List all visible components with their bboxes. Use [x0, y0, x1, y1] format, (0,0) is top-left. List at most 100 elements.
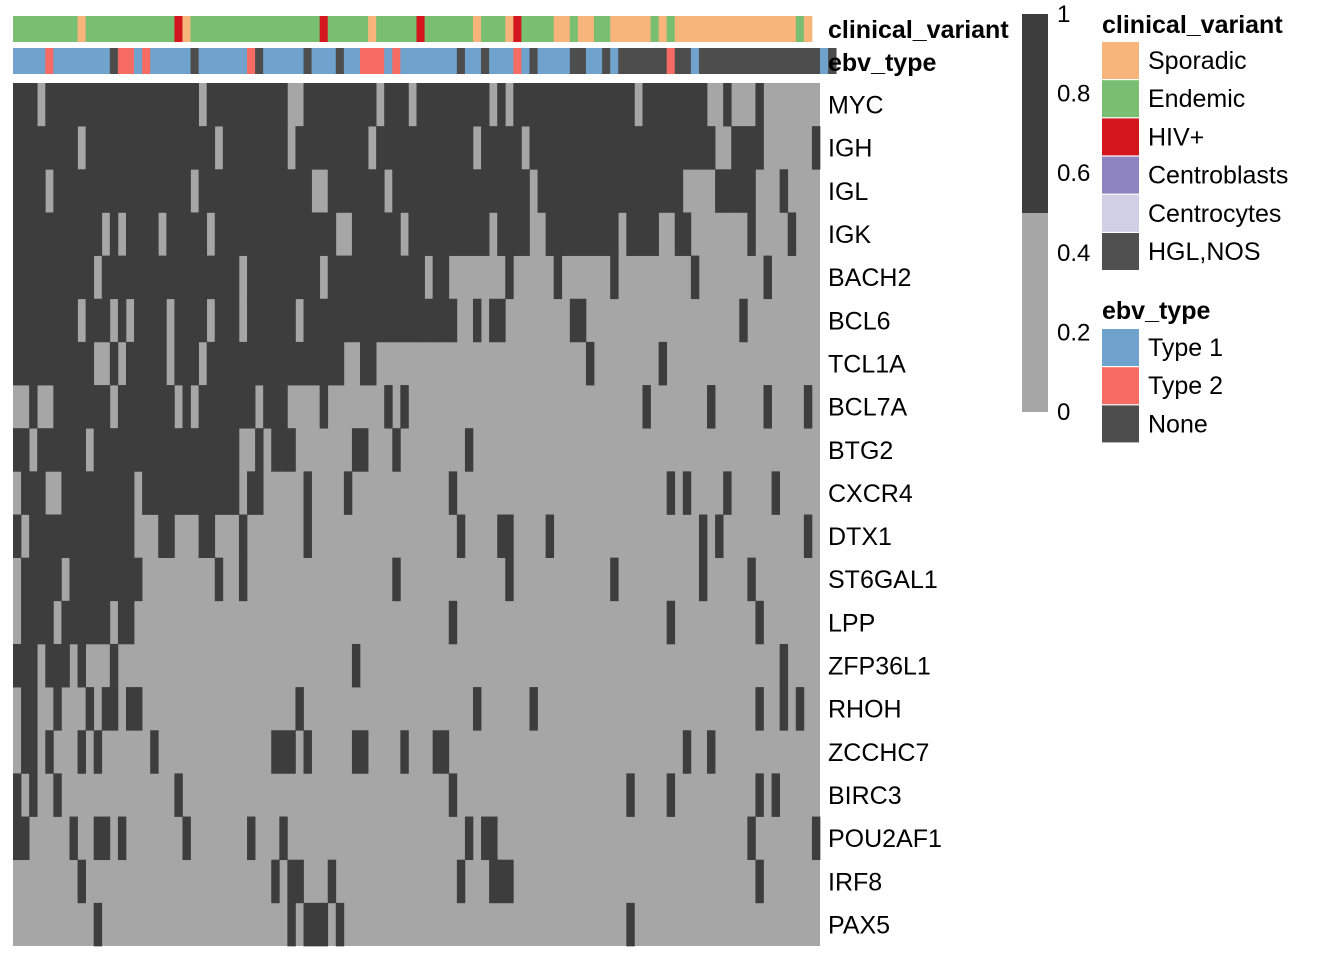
heatmap-cell — [117, 298, 127, 343]
heatmap-cell — [190, 428, 199, 472]
heatmap-cell — [400, 385, 409, 429]
heatmap-cell — [37, 600, 46, 645]
heatmap-cell — [497, 859, 506, 904]
heatmap-cell — [472, 298, 482, 343]
heatmap-cell — [101, 557, 111, 602]
heatmap-cell — [13, 298, 22, 343]
heatmap-cell — [440, 298, 450, 343]
heatmap-cell — [37, 428, 46, 472]
heatmap-cell — [351, 255, 361, 300]
gene-label-lpp: LPP — [828, 609, 875, 637]
gene-label-bcl7a: BCL7A — [828, 394, 908, 422]
heatmap-cell — [109, 687, 119, 731]
heatmap-cell — [303, 83, 312, 127]
heatmap-cell — [368, 341, 377, 386]
heatmap-cell — [360, 83, 369, 127]
annotation-cell-sporadic — [577, 16, 595, 42]
heatmap-cell — [803, 385, 813, 429]
heatmap-cell — [658, 169, 668, 213]
color-scale-legend: 1 0.8 0.6 0.4 0.2 0 — [1022, 1, 1090, 426]
heatmap-cell — [319, 83, 329, 127]
heatmap-cell — [311, 298, 321, 343]
heatmap-cell — [319, 126, 329, 170]
gene-label-igk: IGK — [828, 221, 871, 249]
heatmap-cell — [481, 126, 490, 170]
heatmap-cell — [682, 212, 692, 256]
heatmap-cell — [481, 816, 490, 861]
annotation-cell-none — [698, 48, 821, 74]
heatmap-cell — [69, 428, 78, 472]
annotation-cell-none — [529, 48, 538, 74]
heatmap-cell — [93, 471, 103, 515]
heatmap-cell — [553, 126, 563, 170]
heatmap-cell — [238, 341, 248, 386]
annotation-cell-sporadic — [674, 16, 797, 42]
heatmap-cell — [384, 212, 393, 256]
heatmap-cell — [626, 83, 635, 127]
heatmap-cell — [553, 83, 563, 127]
heatmap-cell — [222, 385, 232, 429]
heatmap-cell — [45, 557, 54, 602]
heatmap-cell — [21, 298, 30, 343]
heatmap-cell — [610, 557, 619, 602]
heatmap-cell — [513, 126, 522, 170]
legend-entry-label: HIV+ — [1148, 123, 1204, 151]
heatmap-cell — [142, 126, 151, 170]
heatmap-cell — [166, 255, 175, 300]
heatmap-cell — [45, 255, 54, 300]
annotation-cell-endemic — [327, 16, 369, 42]
heatmap-cell — [77, 341, 86, 386]
heatmap-cell — [158, 385, 167, 429]
heatmap-cell — [37, 514, 46, 558]
heatmap-cell — [618, 83, 627, 127]
heatmap-cell — [158, 471, 167, 515]
heatmap-cell — [21, 816, 30, 861]
heatmap-cell — [351, 730, 361, 774]
heatmap-cell — [585, 83, 595, 127]
heatmap-cell — [93, 169, 103, 213]
heatmap-cell — [134, 341, 143, 386]
heatmap-cell — [513, 83, 522, 127]
heatmap-cell — [327, 169, 337, 213]
heatmap-cell — [392, 169, 401, 213]
heatmap-cell — [803, 514, 813, 558]
heatmap-cell — [238, 385, 248, 429]
heatmap-cell — [755, 600, 764, 645]
annotation-cell-type-1 — [150, 48, 191, 74]
heatmap-cell — [182, 816, 191, 861]
heatmap-cell — [190, 212, 199, 256]
heatmap-cell — [690, 255, 700, 300]
heatmap-cell — [343, 255, 353, 300]
heatmap-cell — [279, 341, 288, 386]
heatmap-cell — [416, 83, 425, 127]
heatmap-cell — [109, 126, 119, 170]
heatmap-cell — [255, 126, 264, 170]
heatmap-cell — [230, 428, 240, 472]
heatmap-cell — [247, 341, 256, 386]
heatmap-cell — [134, 126, 143, 170]
heatmap-cell — [698, 557, 708, 602]
heatmap-cell — [166, 212, 175, 256]
heatmap-cell — [303, 126, 312, 170]
heatmap-cell — [198, 471, 208, 515]
heatmap-cell — [360, 341, 369, 386]
annotation-cell-type-1 — [537, 48, 571, 74]
heatmap-cell — [101, 126, 111, 170]
heatmap-cell — [271, 169, 280, 213]
heatmap-cell — [287, 341, 296, 386]
heatmap-cell — [674, 83, 684, 127]
annotation-cell-type-2 — [247, 48, 256, 74]
heatmap-cell — [343, 298, 353, 343]
heatmap-cell — [174, 341, 183, 386]
heatmap-cell — [489, 169, 498, 213]
heatmap-cell — [158, 126, 167, 170]
annotation-cell-endemic — [85, 16, 175, 42]
heatmap-cell — [521, 83, 530, 127]
heatmap-cell — [448, 773, 458, 817]
heatmap-cell — [247, 298, 256, 343]
heatmap-cell — [682, 730, 692, 774]
heatmap-cell — [117, 169, 127, 213]
heatmap-cell — [432, 730, 442, 774]
heatmap-cell — [674, 212, 684, 256]
heatmap-cell — [343, 83, 353, 127]
